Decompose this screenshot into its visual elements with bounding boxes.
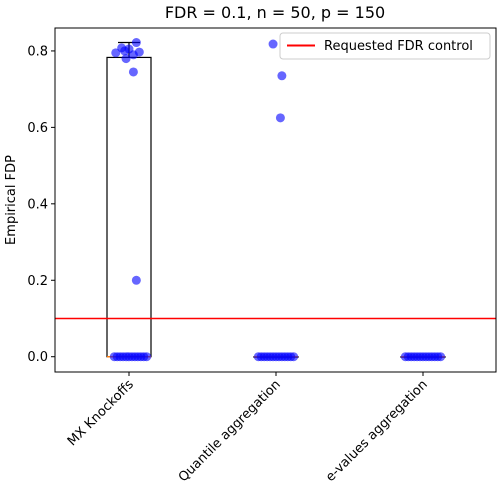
data-point bbox=[277, 71, 287, 81]
data-point bbox=[268, 39, 278, 49]
box-body bbox=[106, 56, 152, 358]
legend-entry-requested-fdr: Requested FDR control bbox=[324, 39, 473, 54]
legend-box bbox=[279, 32, 491, 60]
box-3 bbox=[400, 352, 446, 362]
y-tick-label: 0.8 bbox=[27, 44, 48, 59]
chart-title: FDR = 0.1, n = 50, p = 150 bbox=[165, 3, 385, 22]
y-tick-label: 0.2 bbox=[27, 274, 48, 289]
data-point bbox=[121, 54, 131, 64]
data-point bbox=[131, 275, 141, 285]
x-tick-label: Quantile aggregation bbox=[176, 377, 284, 485]
data-point bbox=[289, 352, 299, 362]
x-tick-label: MX Knockoffs bbox=[65, 377, 137, 449]
data-point bbox=[275, 113, 285, 123]
y-tick-label: 0.6 bbox=[27, 121, 48, 136]
y-axis-label: Empirical FDP bbox=[4, 155, 19, 245]
box-1 bbox=[106, 38, 152, 362]
data-point bbox=[128, 67, 138, 77]
plot-area bbox=[55, 38, 496, 362]
x-tick-label: e-values aggregation bbox=[323, 377, 431, 485]
data-point bbox=[436, 352, 446, 362]
data-point bbox=[111, 48, 121, 58]
data-point bbox=[120, 46, 130, 56]
x-axis: MX Knockoffs Quantile aggregation e-values… bbox=[65, 372, 431, 485]
y-tick-label: 0.4 bbox=[27, 197, 48, 212]
data-point bbox=[131, 38, 141, 48]
y-tick-label: 0.0 bbox=[27, 350, 48, 365]
y-axis: 0.0 0.2 0.4 0.6 0.8 bbox=[27, 44, 55, 365]
legend: Requested FDR control bbox=[279, 32, 491, 60]
plot-frame bbox=[54, 27, 497, 373]
box-2 bbox=[253, 39, 299, 362]
data-point bbox=[128, 50, 138, 60]
data-point bbox=[142, 352, 152, 362]
